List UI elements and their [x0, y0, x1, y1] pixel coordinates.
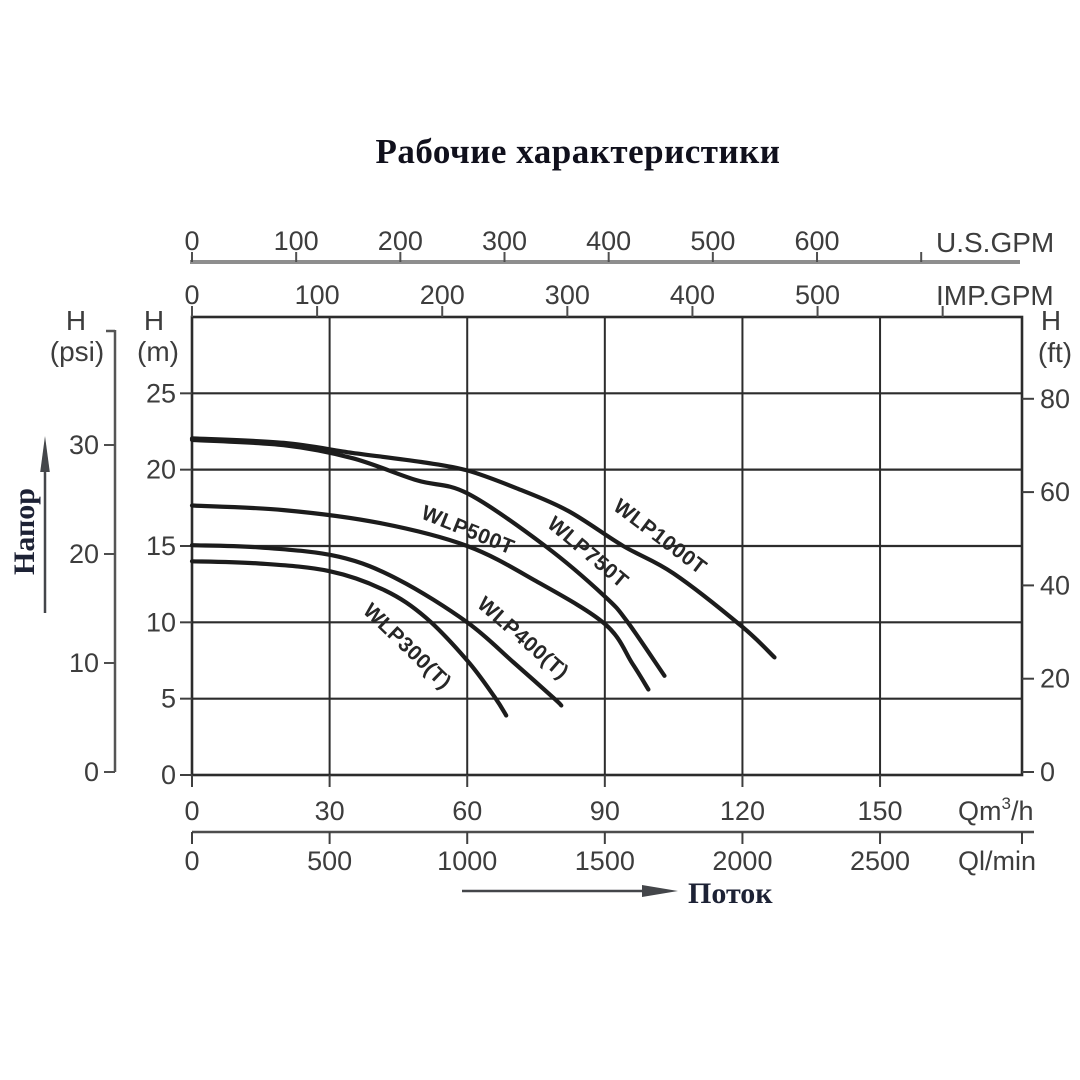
flow-arrow-right-icon — [642, 885, 678, 897]
ft-tick-label: 40 — [1040, 570, 1070, 600]
imp-gpm-tick-label: 0 — [184, 280, 199, 310]
curve-wlp1000t — [189, 436, 777, 660]
imp-gpm-tick-label: 100 — [295, 280, 340, 310]
us-gpm-tick-label: 500 — [690, 226, 735, 256]
us-gpm-tick-label: 600 — [794, 226, 839, 256]
psi-axis-header: H — [66, 305, 86, 336]
ft-axis-header: H — [1041, 305, 1061, 336]
m-axis-header: H — [144, 305, 164, 336]
lmin-tick-label: 2000 — [712, 846, 772, 876]
m3h-tick-label: 60 — [452, 796, 482, 826]
imp-gpm-tick-label: 400 — [670, 280, 715, 310]
curve-wlp400t — [189, 543, 564, 708]
head-axis-arrow-label: Напор — [8, 488, 41, 575]
us-gpm-tick-label: 200 — [378, 226, 423, 256]
us-gpm-tick-label: 300 — [482, 226, 527, 256]
m3h-unit-label: Qm3/h — [958, 794, 1034, 826]
imp-gpm-tick-label: 300 — [545, 280, 590, 310]
psi-tick-label: 30 — [69, 430, 99, 460]
us-gpm-tick-label: 100 — [274, 226, 319, 256]
imp-gpm-tick-label: 500 — [795, 280, 840, 310]
m-tick-label: 5 — [161, 684, 176, 714]
psi-tick-label: 0 — [84, 757, 99, 787]
chart-title: Рабочие характеристики — [375, 132, 781, 171]
m-tick-label: 10 — [146, 607, 176, 637]
m-tick-label: 15 — [146, 531, 176, 561]
psi-tick-label: 10 — [69, 648, 99, 678]
m3h-tick-label: 150 — [858, 796, 903, 826]
curve-label-wlp300t: WLP300(T) — [359, 599, 456, 694]
head-arrow-up-icon — [40, 436, 50, 472]
m-tick-label: 20 — [146, 455, 176, 485]
us-gpm-unit-label: U.S.GPM — [936, 227, 1054, 258]
ft-tick-label: 60 — [1040, 477, 1070, 507]
m-tick-label: 0 — [161, 760, 176, 790]
ft-tick-label: 0 — [1040, 757, 1055, 787]
imp-gpm-tick-label: 200 — [420, 280, 465, 310]
curve-wlp750t — [189, 437, 667, 678]
lmin-tick-label: 2500 — [850, 846, 910, 876]
psi-axis-unit: (psi) — [50, 336, 104, 367]
lmin-tick-label: 0 — [184, 846, 199, 876]
psi-tick-label: 20 — [69, 539, 99, 569]
flow-axis-arrow-label: Поток — [688, 877, 773, 910]
us-gpm-tick-label: 0 — [184, 226, 199, 256]
m-axis-unit: (m) — [137, 336, 179, 367]
lmin-unit-label: Ql/min — [958, 846, 1036, 876]
lmin-tick-label: 1000 — [437, 846, 497, 876]
us-gpm-tick-label: 400 — [586, 226, 631, 256]
ft-tick-label: 80 — [1040, 384, 1070, 414]
ft-tick-label: 20 — [1040, 664, 1070, 694]
lmin-tick-label: 500 — [307, 846, 352, 876]
curve-wlp500t — [189, 503, 651, 692]
curve-wlp300t — [189, 559, 509, 718]
imp-gpm-unit-label: IMP.GPM — [936, 280, 1054, 311]
m3h-tick-label: 0 — [184, 796, 199, 826]
m3h-tick-label: 120 — [720, 796, 765, 826]
lmin-tick-label: 1500 — [575, 846, 635, 876]
ft-axis-unit: (ft) — [1038, 337, 1072, 368]
m-tick-label: 25 — [146, 378, 176, 408]
m3h-tick-label: 90 — [590, 796, 620, 826]
m3h-tick-label: 30 — [315, 796, 345, 826]
